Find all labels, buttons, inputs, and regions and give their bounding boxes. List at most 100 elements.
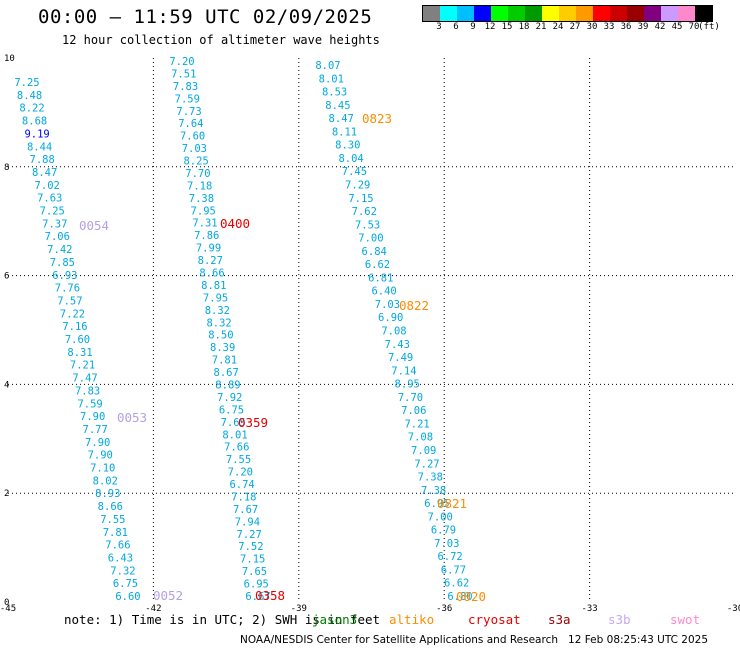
wave-height-value: 7.27 bbox=[237, 529, 262, 541]
wave-height-value: 7.62 bbox=[352, 206, 377, 218]
colorbar-label: 12 bbox=[484, 22, 496, 32]
wave-height-value: 7.20 bbox=[228, 467, 253, 479]
y-tick-label: 2 bbox=[4, 489, 9, 499]
wave-height-value: 7.83 bbox=[75, 385, 100, 397]
wave-height-value: 6.40 bbox=[371, 286, 396, 298]
wave-height-value: 7.65 bbox=[221, 417, 246, 429]
colorbar-swatch bbox=[678, 6, 695, 21]
wave-height-value: 6.84 bbox=[362, 246, 387, 258]
colorbar-swatch bbox=[542, 6, 559, 21]
wave-height-value: 7.02 bbox=[35, 180, 60, 192]
wave-height-value: 7.15 bbox=[348, 193, 373, 205]
wave-height-value: 6.80 bbox=[447, 591, 472, 603]
page-subtitle: 12 hour collection of altimeter wave hei… bbox=[62, 33, 380, 47]
colorbar-label: 9 bbox=[470, 22, 476, 32]
wave-height-value: 7.29 bbox=[345, 179, 370, 191]
colorbar-label: (ft) bbox=[698, 22, 720, 32]
satellite-legend-swot: swot bbox=[670, 612, 701, 627]
wave-height-value: 6.75 bbox=[219, 404, 244, 416]
note-text: note: 1) Time is in UTC; 2) SWH is in fe… bbox=[64, 612, 381, 627]
track-time-label: 0054 bbox=[79, 218, 109, 233]
colorbar-labels: 3 6 9 12 15 18 21 24 27 30 33 36 39 42 45 70 (ft) bbox=[422, 22, 740, 34]
wave-height-value: 8.11 bbox=[332, 126, 357, 138]
wave-height-value: 7.25 bbox=[14, 77, 39, 89]
y-tick-label: 8 bbox=[4, 163, 9, 173]
wave-height-value: 8.66 bbox=[98, 501, 123, 513]
wave-height-value: 7.08 bbox=[381, 326, 406, 338]
wave-height-value: 7.45 bbox=[342, 166, 367, 178]
axis-ticks: -45 -42 -39 -36 -33 -30 0 2 4 6 8 10 bbox=[0, 54, 740, 614]
wave-height-value: 8.01 bbox=[222, 429, 247, 441]
track-time-label: 0822 bbox=[399, 298, 429, 313]
wave-height-value: 7.37 bbox=[42, 218, 67, 230]
y-tick-label: 10 bbox=[4, 54, 15, 64]
colorbar-label: 39 bbox=[637, 22, 649, 32]
wave-height-value: 6.74 bbox=[229, 479, 254, 491]
colorbar-label: 21 bbox=[535, 22, 547, 32]
wave-height-value: 7.03 bbox=[182, 143, 207, 155]
wave-height-value: 7.22 bbox=[60, 308, 85, 320]
wave-height-value: 8.89 bbox=[215, 379, 240, 391]
wave-height-value: 7.59 bbox=[77, 398, 102, 410]
footer-timestamp: 12 Feb 08:25:43 UTC 2025 bbox=[568, 634, 709, 646]
wave-height-value: 7.65 bbox=[242, 566, 267, 578]
wave-height-value: 7.06 bbox=[45, 231, 70, 243]
wave-height-value: 8.27 bbox=[198, 255, 223, 267]
wave-height-value: 6.81 bbox=[368, 272, 393, 284]
wave-height-value: 8.81 bbox=[201, 280, 226, 292]
colorbar-swatch bbox=[457, 6, 474, 21]
wave-height-value: 6.62 bbox=[365, 259, 390, 271]
wave-height-value: 7.92 bbox=[217, 392, 242, 404]
wave-height-value: 8.31 bbox=[67, 347, 92, 359]
y-tick-label: 4 bbox=[4, 380, 9, 390]
wave-height-value: 6.67 bbox=[245, 591, 270, 603]
wave-height-value: 7.21 bbox=[70, 360, 95, 372]
wave-height-value: 7.49 bbox=[388, 352, 413, 364]
track-time-label: 0821 bbox=[437, 496, 467, 511]
wave-height-value: 8.93 bbox=[95, 488, 120, 500]
wave-height-value: 7.64 bbox=[178, 118, 203, 130]
wave-height-value: 7.85 bbox=[50, 257, 75, 269]
footer: NOAA/NESDIS Center for Satellite Applica… bbox=[240, 634, 708, 646]
wave-height-value: 8.32 bbox=[205, 305, 230, 317]
colorbar-label: 3 bbox=[436, 22, 442, 32]
wave-height-value: 8.53 bbox=[322, 87, 347, 99]
colorbar-swatch bbox=[491, 6, 508, 21]
wave-height-value: 7.83 bbox=[173, 81, 198, 93]
wave-height-value: 7.18 bbox=[187, 180, 212, 192]
colorbar-swatch bbox=[474, 6, 491, 21]
colorbar-label: 70 bbox=[688, 22, 700, 32]
x-tick-label: -36 bbox=[436, 604, 452, 614]
wave-height-value: 7.25 bbox=[40, 206, 65, 218]
track-time-labels: 0054 0053 0052 0400 0359 0358 0823 0822 0821 0820 bbox=[79, 111, 486, 604]
wave-height-value: 8.04 bbox=[338, 153, 363, 165]
wave-height-value: 7.94 bbox=[235, 516, 260, 528]
wave-height-value: 7.32 bbox=[110, 565, 135, 577]
wave-height-value: 6.95 bbox=[244, 579, 269, 591]
colorbar-swatch bbox=[508, 6, 525, 21]
wave-height-value: 8.22 bbox=[19, 103, 44, 115]
wave-height-value: 7.10 bbox=[90, 463, 115, 475]
wave-height-value: 7.15 bbox=[240, 554, 265, 566]
wave-height-value: 8.47 bbox=[32, 167, 57, 179]
wave-height-value: 6.60 bbox=[115, 591, 140, 603]
track-time-label: 0823 bbox=[362, 111, 392, 126]
colorbar-swatch bbox=[593, 6, 610, 21]
colorbar-swatch bbox=[661, 6, 678, 21]
colorbar-swatch bbox=[423, 6, 440, 21]
colorbar-swatch bbox=[610, 6, 627, 21]
satellite-legend-s3b: s3b bbox=[608, 612, 631, 627]
track-time-label: 0359 bbox=[238, 415, 268, 430]
wave-height-value: 6.43 bbox=[108, 552, 133, 564]
wave-height-value: 7.73 bbox=[176, 106, 201, 118]
wave-height-value: 7.03 bbox=[375, 299, 400, 311]
wave-height-value: 7.00 bbox=[428, 511, 453, 523]
wave-height-value: 7.81 bbox=[212, 355, 237, 367]
wave-height-value: 7.76 bbox=[55, 283, 80, 295]
wave-height-value: 7.18 bbox=[231, 491, 256, 503]
wave-height-value: 7.06 bbox=[401, 405, 426, 417]
colorbar-label: 18 bbox=[518, 22, 530, 32]
wave-height-value: 6.62 bbox=[444, 578, 469, 590]
wave-height-value: 7.90 bbox=[80, 411, 105, 423]
